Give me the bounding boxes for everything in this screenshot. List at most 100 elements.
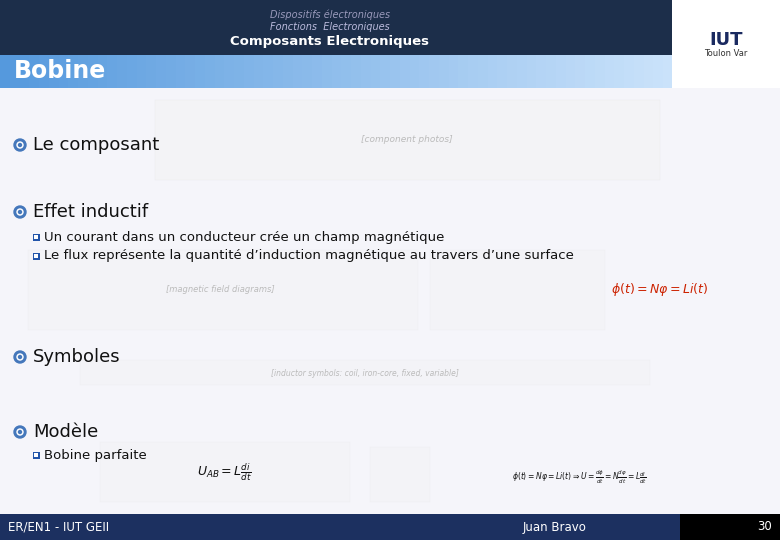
Bar <box>604 55 615 88</box>
Bar <box>594 55 605 88</box>
Circle shape <box>19 144 22 146</box>
Circle shape <box>19 211 22 213</box>
Bar <box>34 235 38 239</box>
Text: Fonctions  Electroniques: Fonctions Electroniques <box>270 22 390 32</box>
Bar <box>117 55 128 88</box>
Bar <box>204 55 215 88</box>
Bar <box>264 55 274 88</box>
Bar <box>399 55 410 88</box>
Bar <box>498 55 508 88</box>
Bar <box>34 254 38 258</box>
Bar <box>195 55 206 88</box>
Text: Bobine parfaite: Bobine parfaite <box>44 449 147 462</box>
Bar <box>243 55 254 88</box>
Text: 30: 30 <box>757 521 772 534</box>
Bar <box>682 55 693 88</box>
Text: Dispositifs électroniques: Dispositifs électroniques <box>270 10 390 21</box>
Bar <box>360 55 371 88</box>
Text: $U_{AB} = L\frac{di}{dt}$: $U_{AB} = L\frac{di}{dt}$ <box>197 461 253 483</box>
Bar <box>108 55 118 88</box>
Bar <box>507 55 518 88</box>
Bar <box>760 55 771 88</box>
Bar <box>459 55 469 88</box>
Bar <box>34 453 38 457</box>
Bar <box>370 55 381 88</box>
Text: Juan Bravo: Juan Bravo <box>523 521 587 534</box>
Bar <box>78 55 89 88</box>
Bar <box>585 55 596 88</box>
Bar <box>672 55 683 88</box>
Bar <box>526 55 537 88</box>
Bar <box>39 55 50 88</box>
Bar <box>136 55 147 88</box>
Bar <box>80 360 650 385</box>
Text: Un courant dans un conducteur crée un champ magnétique: Un courant dans un conducteur crée un ch… <box>44 231 445 244</box>
Bar <box>20 55 30 88</box>
Bar <box>155 100 660 180</box>
Text: Le flux représente la quantité d’induction magnétique au travers d’une surface: Le flux représente la quantité d’inducti… <box>44 249 574 262</box>
Text: $\phi(t) = N\varphi = Li(t)$: $\phi(t) = N\varphi = Li(t)$ <box>612 281 708 299</box>
Bar <box>430 514 680 540</box>
Bar <box>390 55 401 88</box>
Bar <box>420 55 430 88</box>
Bar <box>750 55 761 88</box>
Bar <box>615 55 625 88</box>
Bar <box>546 55 557 88</box>
Bar <box>732 55 742 88</box>
Text: Symboles: Symboles <box>33 348 121 366</box>
Bar <box>292 55 303 88</box>
Bar <box>176 55 186 88</box>
Bar <box>30 55 40 88</box>
Bar <box>438 55 449 88</box>
Circle shape <box>14 206 26 218</box>
Bar <box>722 55 732 88</box>
Bar <box>555 55 566 88</box>
Bar <box>771 55 780 88</box>
Bar <box>186 55 196 88</box>
Bar <box>303 55 313 88</box>
Bar <box>9 55 20 88</box>
Bar <box>48 55 59 88</box>
Bar <box>28 250 418 330</box>
Bar <box>147 55 157 88</box>
Bar <box>429 55 440 88</box>
Bar <box>702 55 713 88</box>
Bar <box>370 447 430 502</box>
Bar <box>711 55 722 88</box>
Bar <box>33 233 40 240</box>
Bar <box>410 55 420 88</box>
Bar <box>234 55 245 88</box>
Circle shape <box>19 355 22 359</box>
Bar <box>741 55 752 88</box>
Bar <box>430 250 605 330</box>
Bar <box>98 55 108 88</box>
Circle shape <box>17 354 23 360</box>
Bar <box>69 55 79 88</box>
Text: [magnetic field diagrams]: [magnetic field diagrams] <box>165 286 275 294</box>
Circle shape <box>17 209 23 215</box>
Text: Effet inductif: Effet inductif <box>33 203 148 221</box>
Text: Toulon Var: Toulon Var <box>704 50 748 58</box>
Bar <box>100 442 350 502</box>
Text: Bobine: Bobine <box>14 59 106 84</box>
Bar <box>488 55 498 88</box>
Text: Composants Electroniques: Composants Electroniques <box>231 35 430 48</box>
Bar <box>381 55 391 88</box>
Text: IUT: IUT <box>709 31 743 49</box>
Text: Modèle: Modèle <box>33 423 98 441</box>
Bar <box>165 55 176 88</box>
Circle shape <box>14 351 26 363</box>
Bar <box>693 55 703 88</box>
Bar <box>624 55 635 88</box>
Bar <box>0 514 430 540</box>
Bar <box>33 451 40 458</box>
Bar <box>516 55 527 88</box>
Bar <box>633 55 644 88</box>
Bar <box>644 55 654 88</box>
Circle shape <box>14 426 26 438</box>
Bar <box>342 55 352 88</box>
Bar <box>225 55 235 88</box>
Bar <box>0 88 780 514</box>
Bar <box>663 55 674 88</box>
Bar <box>321 55 332 88</box>
